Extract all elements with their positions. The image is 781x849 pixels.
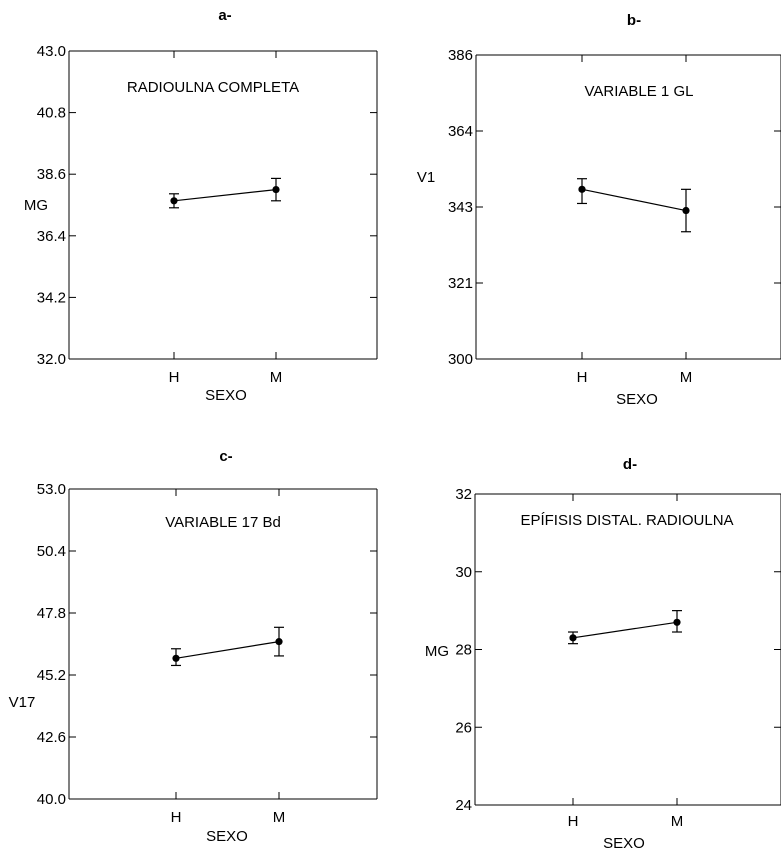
y-tick-label: 43.0 xyxy=(37,43,66,60)
y-tick-label: 32.0 xyxy=(37,351,66,368)
data-point xyxy=(275,638,283,646)
y-tick-label: 40.0 xyxy=(37,791,66,808)
x-axis-title: SEXO xyxy=(603,835,645,849)
data-point xyxy=(578,185,586,193)
y-tick-label: 34.2 xyxy=(37,289,66,306)
y-axis-title: MG xyxy=(425,643,449,660)
x-axis-title: SEXO xyxy=(616,391,658,408)
x-tick-label: M xyxy=(680,369,693,386)
panel-title: VARIABLE 17 Bd xyxy=(165,514,281,531)
panel-tag: a- xyxy=(218,7,231,24)
x-tick-label: M xyxy=(270,369,283,386)
y-tick-label: 24 xyxy=(455,797,472,814)
y-tick-label: 47.8 xyxy=(37,605,66,622)
series-line xyxy=(175,641,280,659)
x-tick-label: M xyxy=(273,809,286,826)
data-point xyxy=(272,186,280,194)
panel-title: EPÍFISIS DISTAL. RADIOULNA xyxy=(520,512,733,529)
data-point xyxy=(172,654,180,662)
y-axis-title: MG xyxy=(24,197,48,214)
x-axis-title: SEXO xyxy=(206,828,248,845)
y-axis-title: V1 xyxy=(417,169,435,186)
y-tick-label: 30 xyxy=(455,564,472,581)
y-tick-label: 343 xyxy=(448,199,473,216)
x-tick-label: H xyxy=(577,369,588,386)
panel-title: VARIABLE 1 GL xyxy=(585,83,694,100)
x-tick-label: M xyxy=(671,813,684,830)
y-tick-label: 32 xyxy=(455,486,472,503)
y-tick-label: 40.8 xyxy=(37,105,66,122)
panel-tag: d- xyxy=(623,456,637,473)
y-tick-label: 45.2 xyxy=(37,667,66,684)
data-point xyxy=(569,634,577,642)
x-tick-label: H xyxy=(171,809,182,826)
y-tick-label: 364 xyxy=(448,123,473,140)
series-line xyxy=(572,621,678,639)
panel-tag: c- xyxy=(219,448,232,465)
y-axis-title: V17 xyxy=(9,694,36,711)
y-tick-label: 300 xyxy=(448,351,473,368)
y-tick-label: 28 xyxy=(455,642,472,659)
data-point xyxy=(673,618,681,626)
panel-title: RADIOULNA COMPLETA xyxy=(127,79,299,96)
panel-tag: b- xyxy=(627,12,641,29)
series-line xyxy=(581,188,687,212)
y-tick-label: 42.6 xyxy=(37,729,66,746)
y-tick-label: 36.4 xyxy=(37,228,66,245)
x-tick-label: H xyxy=(169,369,180,386)
data-point xyxy=(682,206,690,215)
y-tick-label: 38.6 xyxy=(37,166,66,183)
x-tick-label: H xyxy=(568,813,579,830)
y-tick-label: 50.4 xyxy=(37,543,66,560)
y-tick-label: 321 xyxy=(448,275,473,292)
series-line xyxy=(173,189,277,202)
y-tick-label: 26 xyxy=(455,719,472,736)
y-tick-label: 53.0 xyxy=(37,481,66,498)
data-point xyxy=(170,197,178,205)
y-tick-label: 386 xyxy=(448,47,473,64)
x-axis-title: SEXO xyxy=(205,387,247,404)
